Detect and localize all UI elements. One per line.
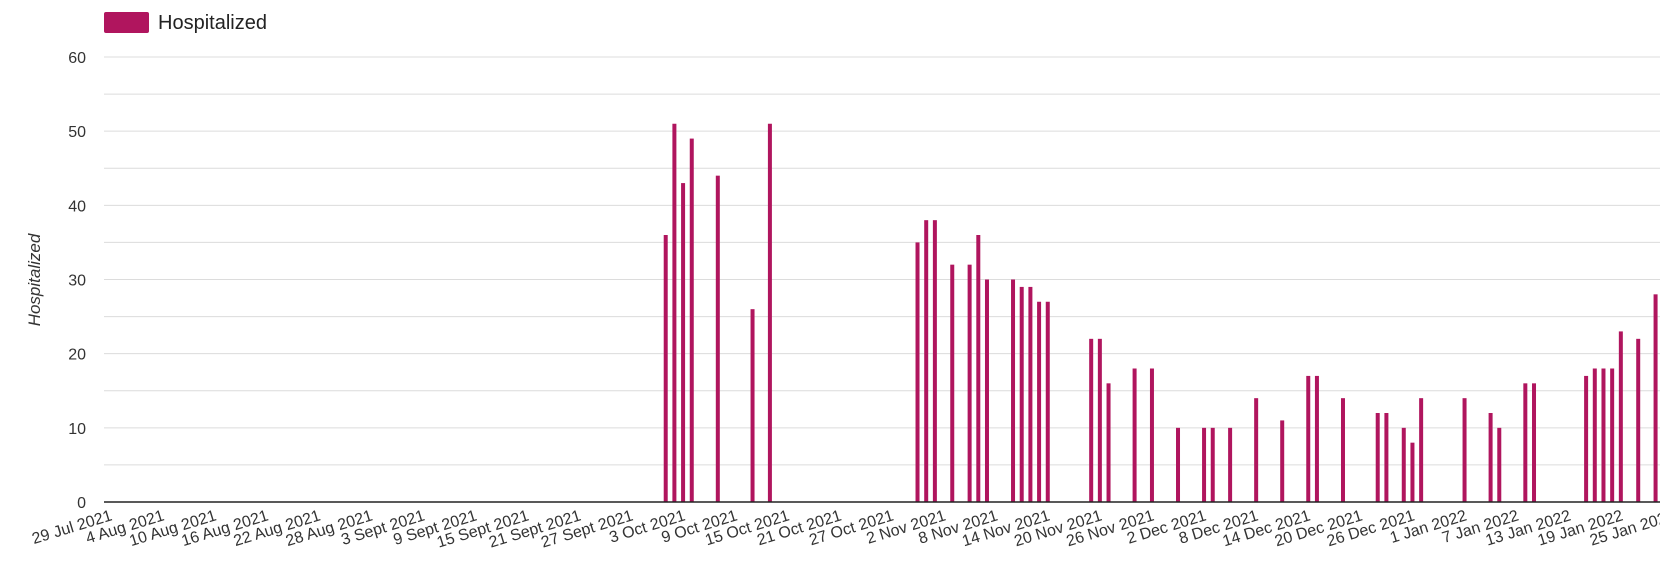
- bar[interactable]: [663, 235, 668, 502]
- bars: [663, 123, 1658, 503]
- bar[interactable]: [767, 123, 772, 502]
- bar[interactable]: [950, 264, 955, 502]
- bar[interactable]: [1132, 368, 1137, 503]
- bar[interactable]: [1384, 413, 1389, 502]
- bar[interactable]: [1097, 338, 1102, 502]
- y-tick-label: 0: [77, 495, 86, 512]
- y-tick-label: 40: [68, 198, 86, 215]
- bar[interactable]: [924, 220, 929, 502]
- bar[interactable]: [1601, 368, 1606, 503]
- bar[interactable]: [1045, 301, 1050, 502]
- bar[interactable]: [1375, 413, 1380, 502]
- bar[interactable]: [689, 138, 694, 503]
- legend-label: Hospitalized: [158, 12, 267, 34]
- bar[interactable]: [1462, 398, 1467, 502]
- y-tick-label: 50: [68, 124, 86, 141]
- bar[interactable]: [1584, 375, 1589, 502]
- y-tick-label: 60: [68, 50, 86, 67]
- gridlines: [104, 56, 1660, 466]
- y-tick-label: 20: [68, 347, 86, 364]
- bar[interactable]: [1149, 368, 1154, 503]
- bar[interactable]: [1419, 398, 1424, 502]
- bar[interactable]: [715, 175, 720, 502]
- bar[interactable]: [1306, 375, 1311, 502]
- bar[interactable]: [1610, 368, 1615, 503]
- bar[interactable]: [1340, 398, 1345, 502]
- y-tick-label: 10: [68, 421, 86, 438]
- bar[interactable]: [1618, 331, 1623, 502]
- bar[interactable]: [1106, 383, 1111, 502]
- bar[interactable]: [1636, 338, 1641, 502]
- bar[interactable]: [976, 235, 981, 502]
- bar[interactable]: [915, 242, 920, 502]
- bar[interactable]: [1254, 398, 1259, 502]
- legend[interactable]: Hospitalized: [104, 12, 267, 34]
- bar[interactable]: [1410, 442, 1415, 502]
- y-axis-title: Hospitalized: [25, 233, 44, 326]
- bar[interactable]: [1228, 427, 1233, 502]
- bar[interactable]: [1037, 301, 1042, 502]
- bar[interactable]: [1011, 279, 1016, 503]
- bar[interactable]: [932, 220, 937, 502]
- y-tick-label: 30: [68, 273, 86, 290]
- bar[interactable]: [984, 279, 989, 503]
- bar[interactable]: [1401, 427, 1406, 502]
- bar[interactable]: [750, 309, 755, 502]
- bar[interactable]: [681, 183, 686, 503]
- bar[interactable]: [1653, 294, 1658, 502]
- bar[interactable]: [1592, 368, 1597, 503]
- bar[interactable]: [1523, 383, 1528, 502]
- y-axis-ticks: 0 10 20 30 40 50 60: [68, 50, 86, 512]
- bar[interactable]: [967, 264, 972, 502]
- bar[interactable]: [1314, 375, 1319, 502]
- bar[interactable]: [1089, 338, 1094, 502]
- bar[interactable]: [1202, 427, 1207, 502]
- bar[interactable]: [1028, 286, 1033, 502]
- bar[interactable]: [672, 123, 677, 502]
- bar[interactable]: [1176, 427, 1181, 502]
- bar[interactable]: [1532, 383, 1537, 502]
- bar[interactable]: [1497, 427, 1502, 502]
- legend-swatch: [104, 12, 149, 33]
- bar[interactable]: [1280, 420, 1285, 502]
- bar[interactable]: [1488, 413, 1493, 502]
- bar[interactable]: [1019, 286, 1024, 502]
- bar[interactable]: [1210, 427, 1215, 502]
